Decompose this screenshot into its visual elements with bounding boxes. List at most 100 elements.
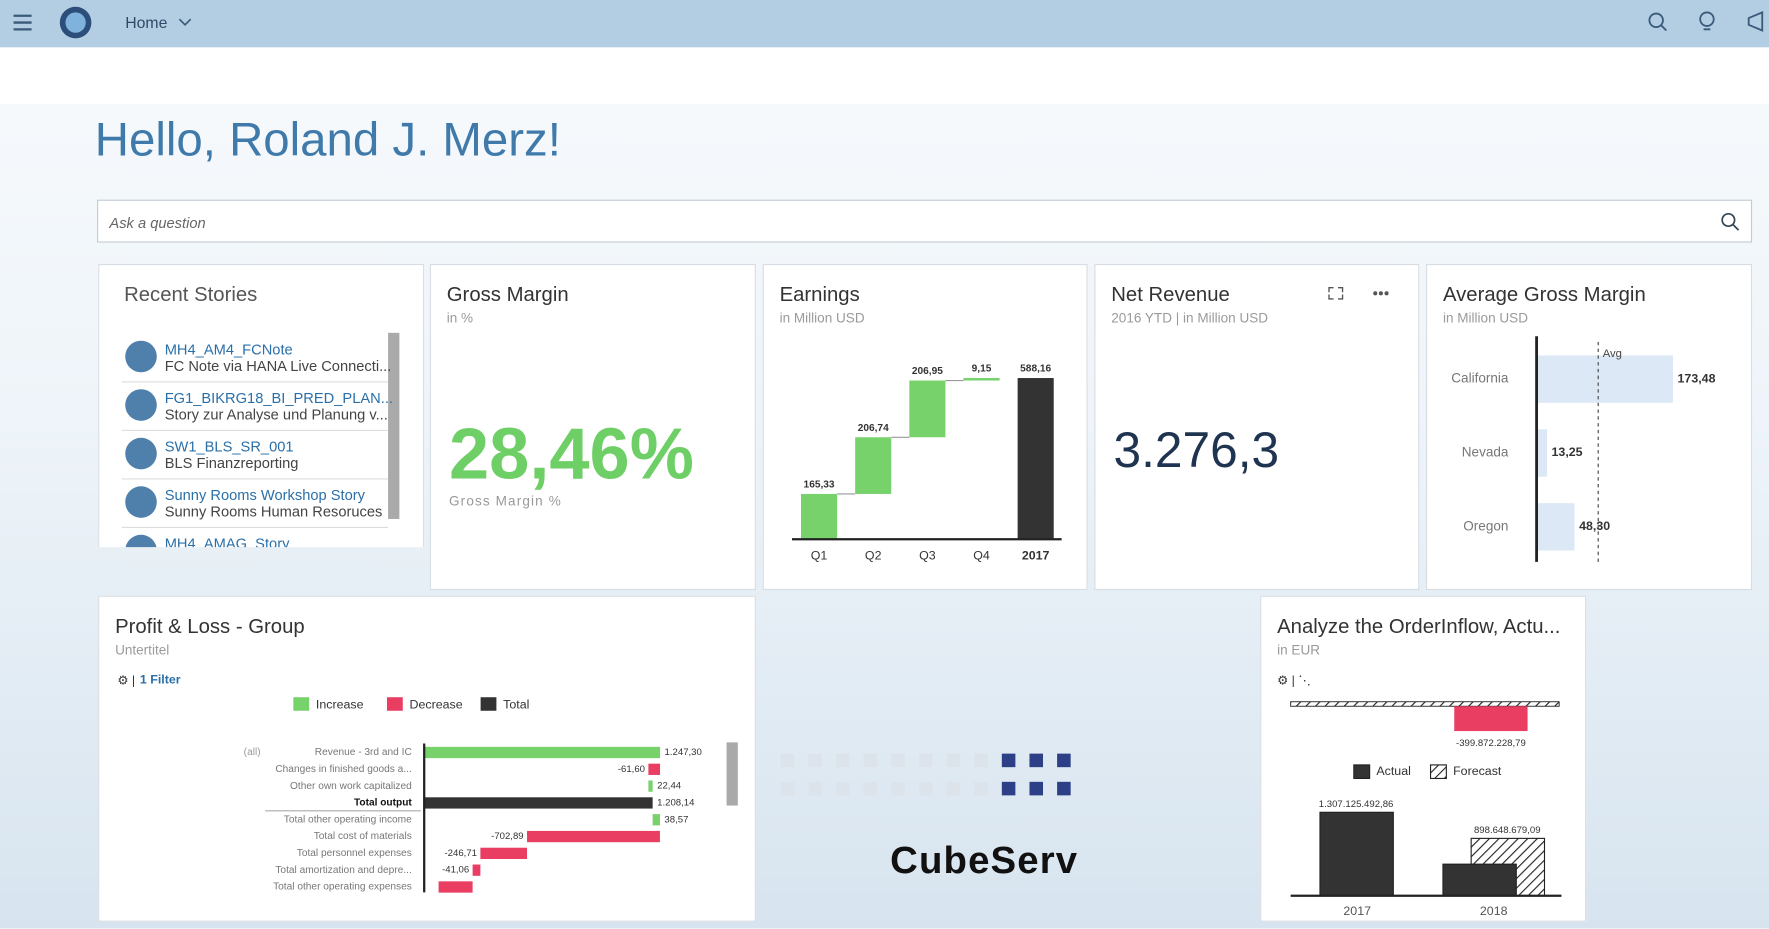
row-label: Other own work capitalized <box>290 781 412 792</box>
brand-logo: CubeServ <box>890 839 1079 883</box>
legend-label: Actual <box>1376 764 1410 778</box>
bar <box>648 780 653 792</box>
search-button[interactable] <box>1719 211 1742 234</box>
story-description: Sunny Rooms Human Resoruces <box>164 503 383 521</box>
pattern-square <box>1057 781 1071 796</box>
x-tick-label: Q4 <box>973 548 990 562</box>
toolbar-icons: ⚙ | ⋱ <box>1277 674 1311 688</box>
legend-swatch <box>293 697 310 711</box>
x-tick-label: Q2 <box>865 548 882 562</box>
x-tick-label: 2017 <box>1022 548 1050 562</box>
legend-swatch <box>1353 764 1371 780</box>
value-label: 38,57 <box>664 814 688 825</box>
search-box[interactable]: Ask a question <box>97 199 1753 243</box>
pattern-square <box>808 753 822 768</box>
bar <box>424 797 653 809</box>
tile-title: Recent Stories <box>124 283 258 306</box>
more-icon[interactable] <box>1373 291 1389 296</box>
value-label: 13,25 <box>1552 445 1583 459</box>
category-label: Oregon <box>1463 518 1508 533</box>
tile-title: Earnings <box>779 283 860 306</box>
pattern-square <box>1001 781 1016 796</box>
tile-subtitle: 2016 YTD | in Million USD <box>1111 310 1269 327</box>
avg-gross-margin-tile[interactable]: Average Gross Margin in Million USD 173,… <box>1426 263 1753 591</box>
chart: 165,33 Q1 206,74 Q2 206,95 Q3 9,15 Q4 588,16 2017 <box>791 364 1062 562</box>
nav-chevron[interactable] <box>178 18 192 27</box>
story-item[interactable]: MH4_AMAG_Story <box>122 527 388 552</box>
story-description: FC Note via HANA Live Connecti... <box>164 357 392 375</box>
row-label: Total cost of materials <box>314 831 412 842</box>
orderinflow-tile[interactable]: Analyze the OrderInflow, Actu... in EUR … <box>1260 595 1587 922</box>
dimension-label: (all) <box>244 747 261 758</box>
nav-home[interactable]: Home <box>125 13 168 32</box>
bar <box>648 763 661 775</box>
legend-swatch <box>1429 764 1447 780</box>
value-label: 165,33 <box>804 480 835 491</box>
logo-inner <box>65 12 86 33</box>
pattern-square <box>808 781 822 796</box>
story-item[interactable]: Sunny Rooms Workshop Story Sunny Rooms Hu… <box>121 478 389 528</box>
earnings-tile[interactable]: Earnings in Million USD 165,33 Q1 206,74 Q2… <box>762 263 1088 591</box>
search-placeholder: Ask a question <box>109 214 206 232</box>
kpi-value: 3.276,3 <box>1113 423 1280 479</box>
row-label: Total other operating expenses <box>273 882 412 893</box>
x-tick-label: 2018 <box>1480 904 1508 918</box>
story-name: MH4_AMAG_Story <box>164 534 290 552</box>
profit-loss-tile[interactable]: Profit & Loss - Group Untertitel 1 Filte… <box>98 595 756 922</box>
header-band <box>0 47 1769 104</box>
feedback-icon[interactable] <box>1747 11 1764 32</box>
row-label: Changes in finished goods a... <box>275 764 411 775</box>
scrollbar[interactable] <box>388 332 400 519</box>
pattern-square <box>918 781 933 796</box>
legend-swatch <box>480 697 497 711</box>
scrollbar[interactable] <box>726 742 738 806</box>
bar <box>424 746 661 759</box>
bar <box>855 437 892 494</box>
story-icon <box>125 486 157 518</box>
pattern-square <box>891 753 905 768</box>
variance-axis <box>1290 701 1560 707</box>
bar <box>1017 378 1054 540</box>
pattern-square <box>1001 753 1016 768</box>
bar <box>909 380 946 438</box>
x-tick-label: 2017 <box>1343 904 1371 918</box>
search-icon[interactable] <box>1648 12 1667 32</box>
category-label: Nevada <box>1462 445 1509 460</box>
bar <box>1536 503 1575 551</box>
bar <box>1536 355 1674 403</box>
gross-margin-tile[interactable]: Gross Margin in % 28,46% Gross Margin % <box>429 263 756 591</box>
pattern-square <box>835 781 850 796</box>
chart: ⚙ | Increase Decrease Total (all) Revenue - 3… <box>117 674 738 893</box>
tile-title: Gross Margin <box>446 283 569 306</box>
story-item[interactable]: FG1_BIKRG18_BI_PRED_PLAN... Story zur Ana… <box>121 381 393 431</box>
pattern-square <box>1029 753 1044 768</box>
bar <box>1536 429 1548 477</box>
story-item[interactable]: MH4_AM4_FCNote FC Note via HANA Live Conn… <box>121 333 391 383</box>
brand-pattern <box>780 753 1071 796</box>
menu-icon[interactable] <box>13 14 32 31</box>
expand-icon[interactable] <box>1328 287 1344 300</box>
net-revenue-tile[interactable]: Net Revenue 2016 YTD | in Million USD 3.… <box>1094 263 1420 591</box>
recent-stories-tile: Recent Stories MH4_AM4_FCNote FC Note via… <box>98 263 425 552</box>
pattern-square <box>918 753 933 768</box>
value-label: 9,15 <box>972 364 992 375</box>
notifications-icon[interactable] <box>1699 11 1715 31</box>
story-name: SW1_BLS_SR_001 <box>164 437 294 455</box>
story-name: FG1_BIKRG18_BI_PRED_PLAN... <box>164 389 393 407</box>
filter-link[interactable]: 1 Filter <box>139 673 181 688</box>
settings-icon: ⚙ | <box>117 674 135 688</box>
legend-label: Decrease <box>410 697 463 711</box>
value-label: -61,60 <box>618 764 645 775</box>
greeting: Hello, Roland J. Merz! <box>94 112 561 166</box>
story-icon <box>125 437 157 470</box>
value-label: 1.247,30 <box>665 747 702 758</box>
row-label: Total amortization and depre... <box>275 865 411 876</box>
story-description: BLS Finanzreporting <box>164 454 299 472</box>
value-label: -702,89 <box>491 831 523 842</box>
bar <box>1319 811 1394 897</box>
pattern-square <box>946 781 961 796</box>
story-item[interactable]: SW1_BLS_SR_001 BLS Finanzreporting <box>121 430 389 480</box>
tile-subtitle: in EUR <box>1277 641 1320 658</box>
variance-bar <box>1454 706 1528 732</box>
pattern-square <box>974 781 988 796</box>
